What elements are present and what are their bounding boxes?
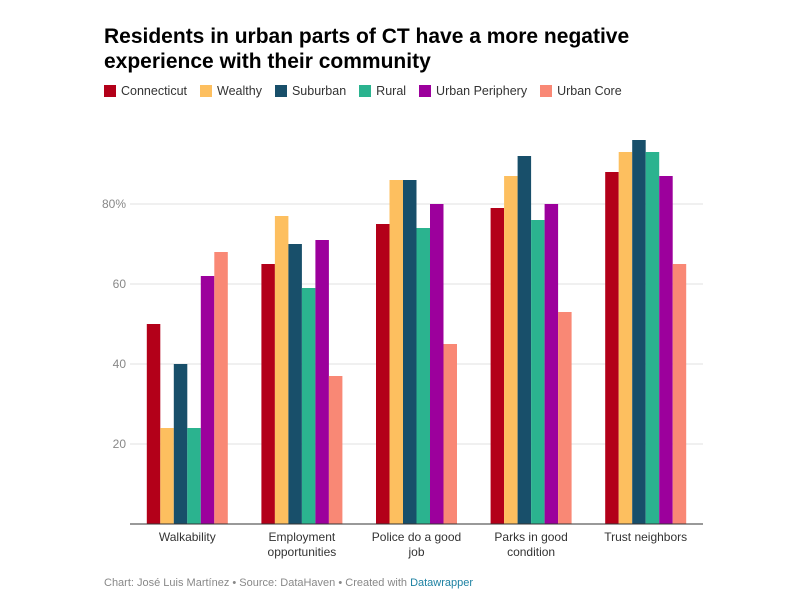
bar-rural <box>645 152 660 524</box>
bar-suburban <box>173 364 188 524</box>
bar-wealthy <box>618 152 633 524</box>
bar-connecticut <box>376 224 390 524</box>
x-tick-label: Employment <box>269 530 336 544</box>
legend: Connecticut Wealthy Suburban Rural Urban Per… <box>104 84 622 98</box>
y-tick-label: 40 <box>113 357 127 371</box>
x-tick-label: Parks in good <box>494 530 567 544</box>
chart-footer: Chart: José Luis Martínez • Source: Data… <box>104 577 473 589</box>
bar-suburban <box>632 140 646 524</box>
bar-connecticut <box>146 324 161 524</box>
datawrapper-link[interactable]: Datawrapper <box>410 577 474 589</box>
bar-urban-core <box>214 252 228 524</box>
bar-urban-periphery <box>315 240 329 524</box>
chart-title: Residents in urban parts of CT have a mo… <box>104 25 630 73</box>
x-tick-label: Walkability <box>159 530 216 544</box>
legend-item: Suburban <box>274 84 347 98</box>
bar-urban-periphery <box>430 204 444 524</box>
x-tick-label: opportunities <box>268 545 337 559</box>
bar-connecticut <box>261 264 275 524</box>
bar-rural <box>416 228 430 524</box>
bar-wealthy <box>274 216 289 524</box>
bar-rural <box>301 288 316 524</box>
bar-wealthy <box>504 176 518 524</box>
legend-swatch <box>104 85 116 97</box>
legend-label: Connecticut <box>121 84 188 98</box>
bar-urban-core <box>443 344 457 524</box>
legend-item: Connecticut <box>104 84 187 98</box>
bar-suburban <box>288 244 302 524</box>
bar-wealthy <box>160 428 174 524</box>
bar-urban-core <box>558 312 572 524</box>
x-tick-label: Trust neighbors <box>604 530 687 544</box>
bar-urban-periphery <box>200 276 215 524</box>
bar-connecticut <box>490 208 505 524</box>
legend-swatch <box>419 85 432 97</box>
legend-item: Wealthy <box>200 84 262 98</box>
legend-label: Urban Periphery <box>436 84 528 98</box>
bar-urban-core <box>328 376 343 524</box>
y-tick-label: 60 <box>113 277 127 291</box>
x-tick-label: Police do a good <box>372 530 461 544</box>
legend-swatch <box>274 85 287 97</box>
legend-swatch <box>200 85 213 97</box>
legend-item: Rural <box>359 84 406 98</box>
legend-swatch <box>359 85 372 97</box>
legend-label: Wealthy <box>217 84 262 98</box>
bar-suburban <box>403 180 417 524</box>
bar-urban-core <box>672 264 687 524</box>
legend-label: Rural <box>376 84 407 98</box>
bar-rural <box>531 220 545 524</box>
footer-credit: Chart: José Luis Martínez • Source: Data… <box>104 577 411 589</box>
bar-rural <box>187 428 201 524</box>
legend-item: Urban Periphery <box>419 84 527 98</box>
bar-chart: 20 40 60 80% Walkability Employmentopportunit… <box>102 140 703 559</box>
bar-suburban <box>517 156 532 524</box>
legend-swatch <box>540 85 553 97</box>
x-tick-label: condition <box>507 545 555 559</box>
legend-label: Urban Core <box>557 84 622 98</box>
legend-item: Urban Core <box>540 84 622 98</box>
x-tick-label: job <box>407 545 424 559</box>
bar-urban-periphery <box>659 176 673 524</box>
bar-urban-periphery <box>544 204 559 524</box>
y-tick-label: 80% <box>102 197 126 211</box>
bar-wealthy <box>389 180 403 524</box>
y-tick-label: 20 <box>113 437 127 451</box>
bar-connecticut <box>605 172 619 524</box>
legend-label: Suburban <box>291 84 347 98</box>
